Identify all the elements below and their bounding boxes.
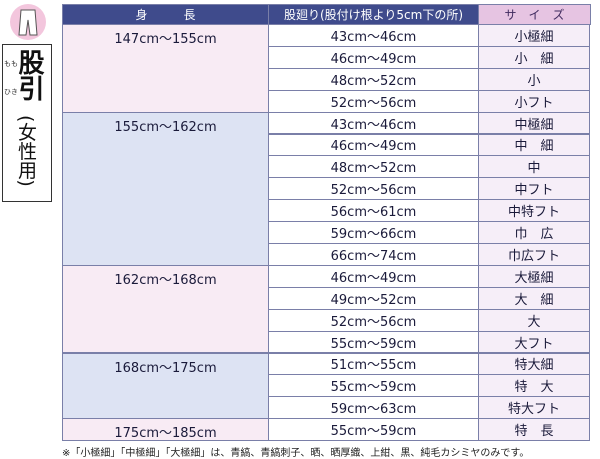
height-cell: 168cm～175cm <box>62 352 269 420</box>
waist-cell: 48cm～52cm <box>268 155 479 179</box>
size-cell: 小 細 <box>478 45 590 69</box>
waist-cell: 48cm～52cm <box>268 67 479 91</box>
size-cell: 大極細 <box>478 264 590 288</box>
size-cell: 中極細 <box>478 111 590 135</box>
waist-cell: 46cm～49cm <box>268 45 479 69</box>
garment-icon <box>10 4 46 40</box>
waist-cell: 52cm～56cm <box>268 89 479 113</box>
size-cell: 小 <box>478 67 590 91</box>
size-cell: 中 細 <box>478 133 590 157</box>
size-cell: 中フト <box>478 177 590 201</box>
waist-cell: 66cm～74cm <box>268 243 479 266</box>
height-cell: 175cm～185cm <box>62 418 269 441</box>
size-cell: 巾広フト <box>478 243 590 266</box>
footnote: ※「小極細」「中極細」「大極細」は、青縞、青縞刺子、晒、晒厚織、上紺、黒、純毛カ… <box>62 448 530 459</box>
size-cell: 小極細 <box>478 24 590 47</box>
waist-cell: 51cm～55cm <box>268 352 479 376</box>
sidebar-subtitle: (女性用) <box>15 115 37 187</box>
size-cell: 特 大 <box>478 374 590 398</box>
waist-cell: 59cm～66cm <box>268 221 479 244</box>
size-cell: 特大細 <box>478 352 590 376</box>
size-cell: 大フト <box>478 330 590 354</box>
size-cell: 大 細 <box>478 286 590 310</box>
size-cell: 特 長 <box>478 418 590 442</box>
waist-cell: 43cm～46cm <box>268 24 479 47</box>
height-cell: 162cm～168cm <box>62 264 269 354</box>
waist-cell: 59cm～63cm <box>268 396 479 420</box>
waist-cell: 55cm～59cm <box>268 418 479 442</box>
waist-cell: 49cm～52cm <box>268 286 479 310</box>
waist-cell: 46cm～49cm <box>268 133 479 157</box>
size-cell: 中特フト <box>478 199 590 223</box>
waist-cell: 52cm～56cm <box>268 177 479 201</box>
header-cell: 股廻り(股付け根より5cm下の所) <box>268 4 479 25</box>
size-cell: 大 <box>478 308 590 332</box>
waist-cell: 52cm～56cm <box>268 308 479 332</box>
sidebar: 股引 もも ひき (女性用) <box>2 44 52 202</box>
waist-cell: 56cm～61cm <box>268 199 479 223</box>
header-cell: サ イ ズ <box>478 4 591 25</box>
size-cell: 小フト <box>478 89 590 113</box>
size-cell: 巾 広 <box>478 221 590 244</box>
header-cell: 身 長 <box>62 4 269 25</box>
ruby: ひき <box>4 88 18 96</box>
waist-cell: 55cm～59cm <box>268 374 479 398</box>
size-cell: 中 <box>478 155 590 179</box>
ruby: もも <box>4 60 18 68</box>
size-cell: 特大フト <box>478 396 590 420</box>
height-cell: 155cm～162cm <box>62 111 269 266</box>
height-cell: 147cm～155cm <box>62 24 269 113</box>
waist-cell: 43cm～46cm <box>268 111 479 135</box>
waist-cell: 55cm～59cm <box>268 330 479 354</box>
waist-cell: 46cm～49cm <box>268 264 479 288</box>
sidebar-title: 股引 <box>14 49 44 101</box>
